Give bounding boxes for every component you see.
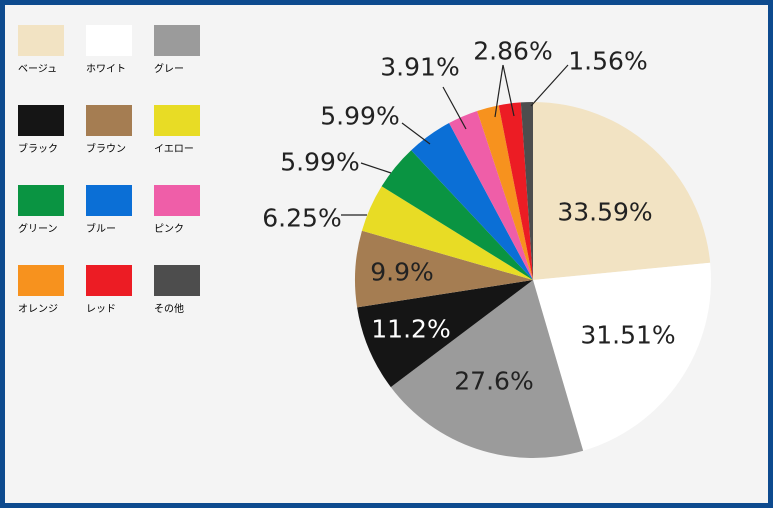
legend-swatch (154, 185, 200, 216)
legend-swatch (154, 105, 200, 136)
legend-swatch (86, 105, 132, 136)
legend-item: ブラック (18, 105, 78, 155)
pie-slice (477, 105, 533, 280)
legend-item: ブルー (86, 185, 146, 235)
legend-item: ベージュ (18, 25, 78, 75)
legend-swatch (18, 185, 64, 216)
legend-item: ホワイト (86, 25, 146, 75)
slice-value-label: 27.6% (454, 367, 533, 396)
slice-value-label: 33.59% (557, 198, 652, 227)
legend-item: グリーン (18, 185, 78, 235)
legend-swatch (18, 105, 64, 136)
pie-slice (533, 102, 711, 280)
slice-value-label: 5.99% (280, 148, 359, 177)
pie-slice (533, 262, 711, 451)
legend-label: ベージュ (18, 64, 58, 75)
pie-slice (381, 150, 533, 280)
legend-item: イエロー (154, 105, 214, 155)
legend-item: その他 (154, 265, 214, 315)
leader-line (530, 64, 569, 107)
legend-label: ピンク (154, 224, 184, 235)
legend-swatch (86, 185, 132, 216)
legend-item: オレンジ (18, 265, 78, 315)
slice-value-label: 5.99% (320, 102, 399, 131)
slice-value-label: 1.56% (568, 47, 647, 76)
pie-slice (361, 186, 533, 280)
legend-swatch (86, 265, 132, 296)
legend-label: ブルー (86, 224, 116, 235)
legend-item: ブラウン (86, 105, 146, 155)
legend-swatch (154, 265, 200, 296)
legend-label: グリーン (18, 224, 58, 235)
legend: ベージュ ホワイト グレーブラック ブラウン イエローグリーン ブルー ピンクオレンジ レッド… (5, 5, 245, 335)
legend-label: その他 (154, 304, 184, 315)
pie-chart: 33.59% 31.51% 27.6%11.2% 9.9% 6.25% 5.99% 5.99… (262, 37, 711, 459)
leader-line (442, 86, 467, 130)
leader-line (360, 162, 392, 174)
pie-slice (520, 102, 533, 280)
legend-label: ホワイト (86, 64, 126, 75)
legend-swatch (18, 265, 64, 296)
legend-label: ブラウン (86, 144, 126, 155)
pie-slice (357, 280, 533, 388)
pie-slice (411, 123, 533, 281)
slice-value-label: 31.51% (580, 321, 675, 350)
slice-value-label: 6.25% (262, 204, 341, 233)
legend-swatch (154, 25, 200, 56)
slice-value-label: 11.2% (371, 315, 450, 344)
slice-value-label: 2.86% (473, 37, 552, 66)
leader-line (494, 64, 504, 118)
legend-item: レッド (86, 265, 146, 315)
legend-label: グレー (154, 64, 184, 75)
slice-value-label: 3.91% (380, 53, 459, 82)
legend-swatch (86, 25, 132, 56)
legend-item: ピンク (154, 185, 214, 235)
legend-item: グレー (154, 25, 214, 75)
slice-value-label: 9.9% (370, 258, 434, 287)
legend-swatch (18, 25, 64, 56)
pie-slice (449, 111, 533, 280)
pie-slice (498, 102, 533, 280)
pie-slice (390, 280, 584, 459)
leader-line (502, 64, 515, 117)
pie-slice (354, 230, 533, 308)
legend-label: イエロー (154, 144, 194, 155)
legend-label: レッド (86, 304, 116, 315)
leader-line (401, 122, 431, 145)
legend-label: オレンジ (18, 304, 58, 315)
legend-label: ブラック (18, 144, 58, 155)
